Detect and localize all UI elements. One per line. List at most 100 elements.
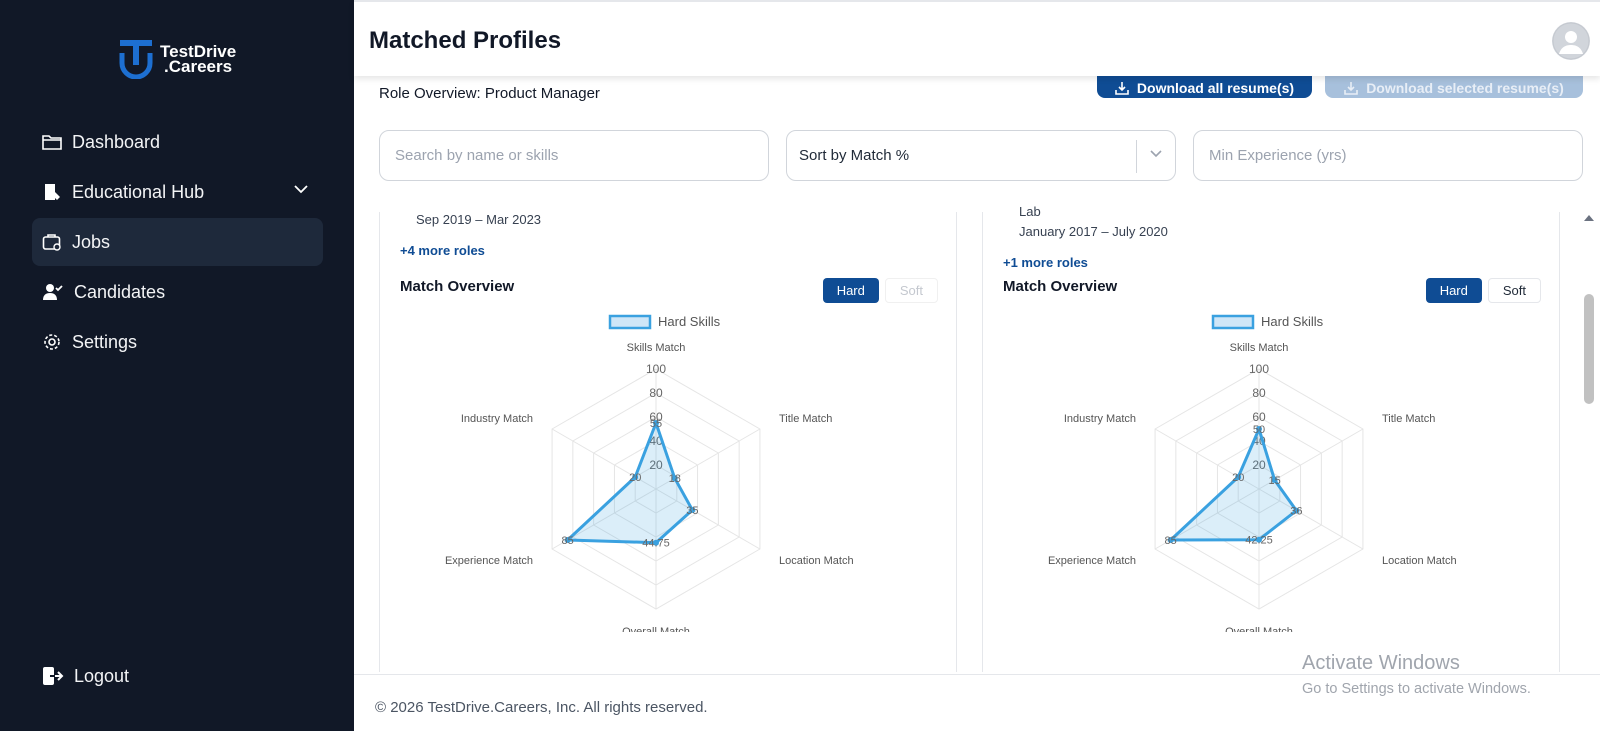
axis-label: Skills Match bbox=[627, 342, 686, 354]
candidate-card: Sep 2019 – Mar 2023 +4 more roles Match … bbox=[379, 212, 957, 672]
gear-icon bbox=[44, 334, 60, 350]
candidate-card: Lab January 2017 – July 2020 +1 more rol… bbox=[982, 204, 1560, 672]
axis-label: Location Match bbox=[1382, 555, 1457, 567]
data-point bbox=[632, 474, 639, 480]
hard-toggle-button[interactable]: Hard bbox=[1425, 278, 1482, 303]
data-point bbox=[653, 420, 659, 426]
top-bar: Matched Profiles bbox=[354, 0, 1600, 76]
axis-label: Skills Match bbox=[1230, 342, 1289, 354]
logo[interactable]: TestDrive .Careers bbox=[116, 39, 236, 79]
data-point bbox=[1256, 426, 1262, 432]
tick-label: 100 bbox=[1249, 362, 1269, 376]
data-point bbox=[671, 475, 678, 482]
sidebar-item-label: Educational Hub bbox=[72, 181, 205, 202]
data-label: 42.25 bbox=[1245, 535, 1273, 547]
folder-icon bbox=[42, 135, 62, 150]
briefcase-icon bbox=[42, 234, 61, 251]
sidebar-item-candidates[interactable]: Candidates bbox=[32, 268, 323, 316]
sidebar-item-educational-hub[interactable]: Educational Hub bbox=[32, 168, 323, 216]
hard-toggle-button[interactable]: Hard bbox=[822, 278, 879, 303]
logo-icon bbox=[119, 40, 153, 79]
axis-label: Experience Match bbox=[1048, 555, 1136, 567]
sort-value: Sort by Match % bbox=[799, 147, 910, 164]
download-selected-label: Download selected resume(s) bbox=[1366, 80, 1564, 96]
data-point bbox=[1293, 507, 1300, 514]
data-label: 44.75 bbox=[642, 538, 670, 550]
min-experience-input[interactable]: Min Experience (yrs) bbox=[1193, 130, 1583, 181]
logo-text: TestDrive .Careers bbox=[160, 42, 237, 76]
download-all-label: Download all resume(s) bbox=[1136, 80, 1295, 96]
legend-swatch bbox=[1211, 314, 1255, 330]
data-point bbox=[689, 507, 696, 513]
axis-label: Title Match bbox=[1382, 413, 1435, 425]
more-roles-link[interactable]: +4 more roles bbox=[400, 243, 485, 258]
tick-label: 80 bbox=[1252, 386, 1266, 400]
data-point bbox=[1167, 537, 1174, 543]
logout-button[interactable]: Logout bbox=[42, 665, 129, 687]
data-label: 85 bbox=[1165, 535, 1177, 547]
axis-label: Overall Match bbox=[1225, 626, 1293, 632]
sidebar-item-label: Jobs bbox=[72, 231, 111, 252]
min-experience-placeholder: Min Experience (yrs) bbox=[1209, 147, 1347, 164]
skills-toggle: Hard Soft bbox=[1425, 278, 1541, 303]
scroll-up-arrow-icon[interactable] bbox=[1584, 214, 1594, 222]
sidebar: TestDrive .Careers Dashboard Educational… bbox=[0, 0, 354, 731]
page-title: Matched Profiles bbox=[369, 27, 562, 54]
windows-watermark: Activate Windows Go to Settings to activ… bbox=[1302, 652, 1531, 697]
tick-label: 80 bbox=[649, 386, 663, 400]
grid-spoke bbox=[655, 488, 761, 550]
organization-partial: Lab bbox=[1019, 204, 1041, 219]
more-roles-link[interactable]: +1 more roles bbox=[1003, 255, 1088, 270]
axis-label: Overall Match bbox=[622, 626, 690, 632]
users-icon bbox=[43, 284, 63, 300]
legend-swatch bbox=[608, 314, 652, 330]
logout-icon bbox=[43, 667, 64, 685]
data-label: 20 bbox=[629, 472, 641, 484]
search-input[interactable]: Search by name or skills bbox=[379, 130, 769, 181]
radar-chart: Hard Skills20406080100Skills MatchTitle … bbox=[445, 314, 854, 632]
data-point bbox=[1271, 477, 1278, 483]
legend-label: Hard Skills bbox=[658, 314, 721, 329]
sidebar-item-dashboard[interactable]: Dashboard bbox=[32, 118, 323, 166]
data-label: 36 bbox=[1290, 506, 1302, 518]
sort-select[interactable]: Sort by Match % bbox=[786, 130, 1176, 181]
data-label: 35 bbox=[686, 505, 698, 517]
tick-label: 60 bbox=[1252, 410, 1266, 424]
download-icon bbox=[1344, 82, 1358, 95]
grid-spoke bbox=[551, 428, 657, 490]
axis-label: Industry Match bbox=[1064, 413, 1136, 425]
scrollbar[interactable] bbox=[1582, 212, 1596, 672]
footer: © 2026 TestDrive.Careers, Inc. All right… bbox=[354, 674, 1600, 731]
soft-toggle-button[interactable]: Soft bbox=[884, 278, 938, 303]
user-avatar-icon bbox=[1552, 22, 1590, 60]
sidebar-item-settings[interactable]: Settings bbox=[32, 318, 323, 366]
avatar[interactable] bbox=[1552, 22, 1590, 60]
skills-toggle: Hard Soft bbox=[822, 278, 938, 303]
data-label: 85 bbox=[562, 535, 574, 547]
grid-spoke bbox=[1154, 428, 1260, 490]
axis-label: Title Match bbox=[779, 413, 832, 425]
data-label: 55 bbox=[650, 418, 662, 430]
scroll-thumb[interactable] bbox=[1584, 294, 1594, 404]
logout-label: Logout bbox=[74, 665, 130, 686]
tick-label: 20 bbox=[1252, 458, 1266, 472]
experience-dates: Sep 2019 – Mar 2023 bbox=[416, 212, 542, 227]
match-overview-title: Match Overview bbox=[400, 278, 515, 295]
search-placeholder: Search by name or skills bbox=[395, 147, 559, 164]
match-overview-title: Match Overview bbox=[1003, 278, 1118, 295]
role-overview: Role Overview: Product Manager bbox=[379, 85, 600, 102]
experience-dates: January 2017 – July 2020 bbox=[1019, 224, 1168, 239]
radar-chart: Hard Skills20406080100Skills MatchTitle … bbox=[1048, 314, 1457, 632]
data-label: 50 bbox=[1253, 424, 1265, 436]
data-point bbox=[653, 539, 659, 546]
sidebar-item-label: Settings bbox=[72, 331, 138, 352]
sidebar-item-jobs[interactable]: Jobs bbox=[32, 218, 323, 266]
legend-label: Hard Skills bbox=[1261, 314, 1324, 329]
data-point bbox=[564, 537, 571, 543]
chevron-down-icon[interactable] bbox=[293, 184, 309, 194]
data-point bbox=[1256, 536, 1262, 543]
tick-label: 100 bbox=[646, 362, 666, 376]
soft-toggle-button[interactable]: Soft bbox=[1487, 278, 1541, 303]
chevron-down-icon[interactable] bbox=[1149, 149, 1163, 159]
axis-label: Industry Match bbox=[461, 413, 533, 425]
